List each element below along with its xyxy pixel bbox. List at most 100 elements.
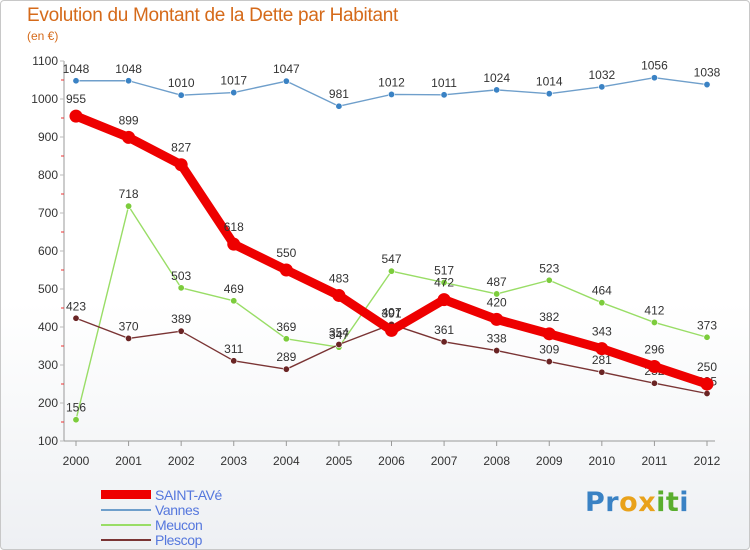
data-label-saint-av: 618 (224, 220, 244, 234)
data-point-plescop (335, 340, 343, 348)
data-label-vannes: 1024 (483, 71, 510, 85)
data-label-plescop: 289 (276, 350, 296, 364)
data-point-saint-av (69, 109, 83, 123)
data-label-vannes: 1048 (63, 62, 90, 76)
data-label-meucon: 718 (119, 187, 139, 201)
legend-label: SAINT-AVé (155, 486, 222, 503)
data-label-vannes: 1011 (431, 76, 457, 90)
line-chart: 100 200 300 400 500 600 700 800 900 1000 1100 2000 2… (31, 54, 721, 468)
data-label-saint-av: 483 (329, 271, 349, 285)
data-point-plescop (72, 314, 80, 322)
data-label-plescop: 407 (381, 305, 401, 319)
data-point-plescop (598, 368, 606, 376)
data-point-plescop (177, 327, 185, 335)
data-point-plescop (440, 338, 448, 346)
logo-letter: r (605, 487, 620, 518)
data-label-vannes: 1048 (115, 62, 142, 76)
data-label-meucon: 523 (539, 261, 559, 275)
x-tick-label: 2012 (694, 454, 721, 468)
data-point-vannes (125, 77, 133, 85)
data-point-saint-av (542, 327, 556, 341)
data-point-meucon (650, 318, 658, 326)
data-label-meucon: 347 (329, 328, 349, 342)
data-point-meucon (125, 202, 133, 210)
data-label-vannes: 1056 (641, 59, 668, 73)
y-tick-label: 700 (38, 206, 58, 220)
legend-label: Plescop (155, 531, 203, 548)
x-tick-label: 2010 (588, 454, 615, 468)
data-point-saint-av (700, 377, 714, 391)
x-tick-label: 2000 (63, 454, 90, 468)
data-label-meucon: 487 (487, 275, 507, 289)
data-point-vannes (703, 81, 711, 89)
data-point-vannes (493, 86, 501, 94)
data-label-meucon: 464 (592, 284, 612, 298)
y-tick-label: 500 (38, 282, 58, 296)
data-label-vannes: 1017 (220, 74, 247, 88)
legend-item: SAINT-AVé (101, 486, 222, 503)
data-point-plescop (125, 334, 133, 342)
data-label-meucon: 469 (224, 282, 244, 296)
data-label-vannes: 1032 (588, 68, 615, 82)
data-label-meucon: 517 (434, 264, 454, 278)
data-label-saint-av: 250 (697, 360, 717, 374)
y-tick-label: 300 (38, 358, 58, 372)
proxiti-logo: Proxiti (585, 487, 689, 518)
data-point-vannes (335, 102, 343, 110)
data-label-meucon: 156 (66, 401, 86, 415)
data-label-vannes: 1047 (273, 62, 300, 76)
y-tick-label: 400 (38, 320, 58, 334)
x-tick-label: 2009 (536, 454, 563, 468)
data-point-saint-av (647, 360, 661, 374)
data-label-saint-av: 472 (434, 276, 454, 290)
data-point-saint-av (385, 323, 398, 337)
data-point-vannes (387, 90, 395, 98)
chart-title: Evolution du Montant de la Dette par Hab… (27, 5, 398, 26)
data-label-saint-av: 296 (644, 343, 664, 357)
data-label-saint-av: 955 (66, 92, 86, 106)
data-point-saint-av (122, 130, 136, 144)
y-tick-label: 600 (38, 244, 58, 258)
data-point-saint-av (279, 263, 293, 277)
legend-item: Vannes (101, 501, 222, 518)
data-label-plescop: 338 (487, 332, 507, 346)
data-point-plescop (545, 358, 553, 366)
data-point-saint-av (174, 158, 188, 172)
x-tick-label: 2004 (273, 454, 300, 468)
data-label-saint-av: 420 (487, 295, 507, 309)
data-label-meucon: 412 (644, 303, 664, 317)
data-label-plescop: 389 (171, 312, 191, 326)
data-label-saint-av: 827 (171, 141, 191, 155)
data-label-vannes: 981 (329, 87, 349, 101)
data-point-plescop (493, 347, 501, 355)
data-point-vannes (177, 91, 185, 99)
x-tick-label: 2001 (115, 454, 142, 468)
data-point-meucon (703, 333, 711, 341)
data-point-saint-av (227, 237, 241, 251)
data-point-saint-av (595, 342, 609, 356)
data-point-meucon (493, 290, 501, 298)
legend-swatch (101, 523, 151, 526)
x-tick-label: 2007 (431, 454, 458, 468)
data-point-vannes (440, 91, 448, 99)
data-point-meucon (545, 276, 553, 284)
legend-label: Vannes (155, 501, 200, 518)
data-label-plescop: 311 (224, 342, 243, 356)
logo-letter: o (619, 487, 639, 518)
data-label-plescop: 309 (539, 343, 559, 357)
data-label-saint-av: 899 (119, 113, 139, 127)
y-tick-label: 100 (38, 434, 58, 448)
data-point-meucon (72, 416, 80, 424)
data-point-vannes (598, 83, 606, 91)
data-label-vannes: 1010 (168, 76, 195, 90)
data-point-meucon (387, 267, 395, 275)
data-point-vannes (545, 90, 553, 98)
data-point-vannes (650, 74, 658, 82)
logo-letter: P (585, 487, 606, 518)
x-tick-label: 2002 (168, 454, 195, 468)
data-point-vannes (72, 77, 80, 85)
x-tick-label: 2006 (378, 454, 405, 468)
legend-item: Plescop (101, 531, 222, 548)
data-point-meucon (598, 299, 606, 307)
